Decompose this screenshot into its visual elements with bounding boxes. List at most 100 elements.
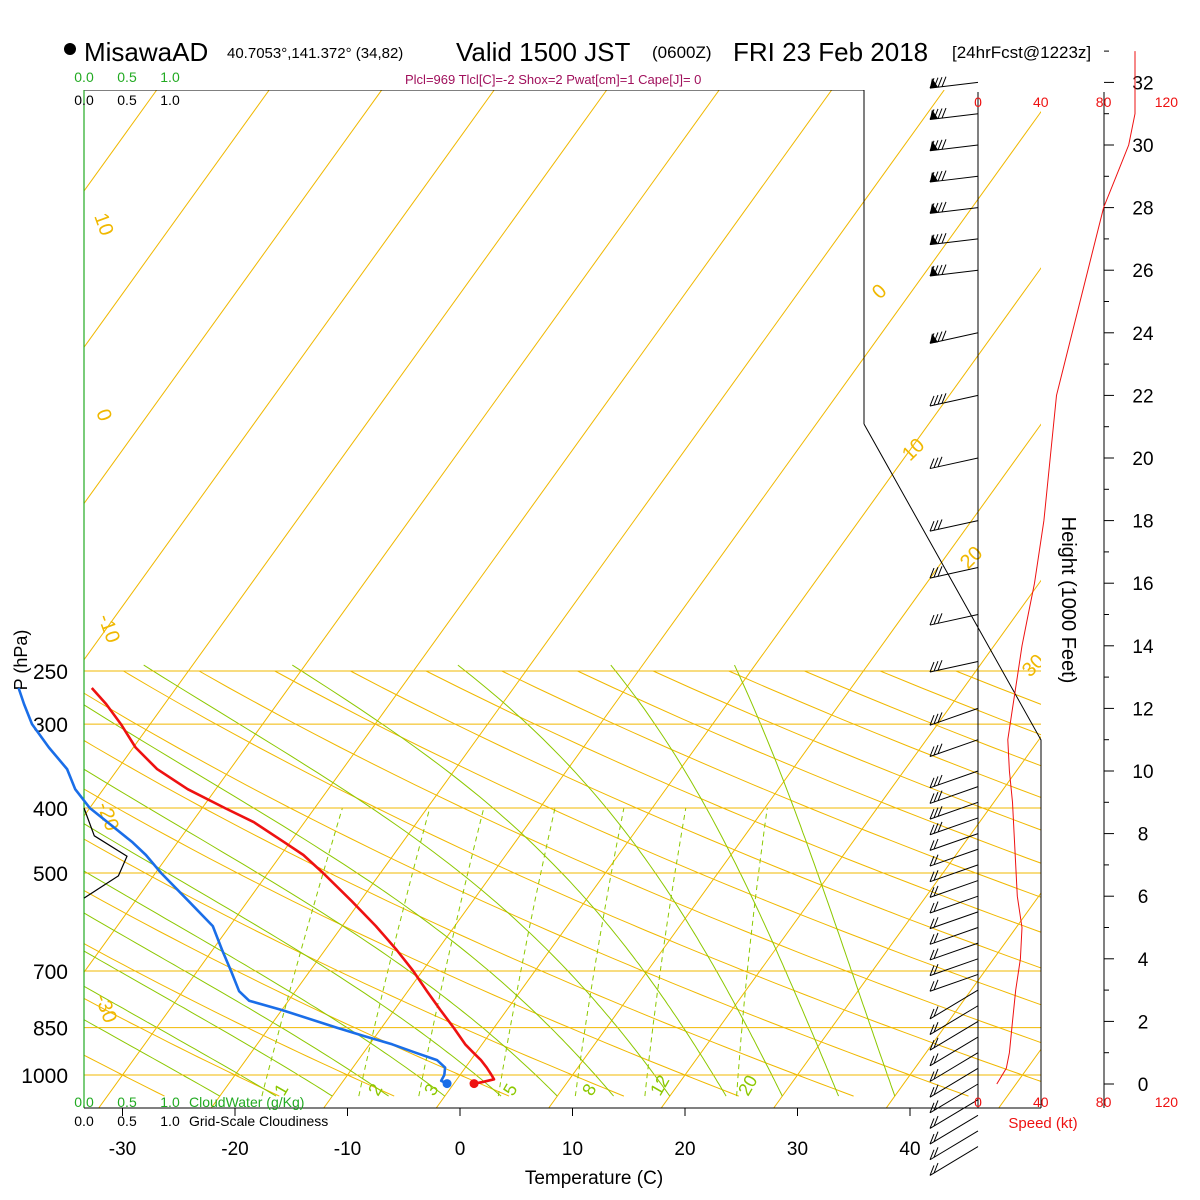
speed-tick-top: 40 xyxy=(1033,94,1049,110)
wind-barb-staff xyxy=(929,1020,979,1051)
dry-adiabat xyxy=(84,739,854,1097)
wind-barb-feather xyxy=(933,660,939,672)
isotherm xyxy=(98,90,833,1108)
wind-barb-staff xyxy=(929,1005,979,1035)
wind-barb-feather xyxy=(933,885,939,897)
temperature-tick-label: 40 xyxy=(899,1139,920,1160)
dry-adiabat xyxy=(84,692,969,1097)
mixing-ratio-line xyxy=(497,807,556,1097)
wind-barb-pennant xyxy=(930,140,938,151)
moist-adiabat xyxy=(84,768,558,1097)
forecast-label: [24hrFcst@1223z] xyxy=(952,43,1091,62)
speed-axis-label: Speed (kt) xyxy=(1008,1115,1077,1132)
mixing-ratio-line xyxy=(358,807,431,1097)
temperature-line xyxy=(90,687,496,1085)
wind-barb-feather xyxy=(933,1115,939,1127)
wind-barb-staff xyxy=(929,113,979,120)
isotherm xyxy=(84,90,720,974)
wind-barb-feather xyxy=(937,264,943,276)
height-tick-label: 2 xyxy=(1138,1012,1149,1033)
isotherm-label: 0 xyxy=(868,280,891,303)
moist-adiabat xyxy=(84,704,614,1097)
wind-barb-feather xyxy=(929,871,935,882)
speed-profile xyxy=(996,51,1136,1085)
wind-barb-staff xyxy=(929,175,979,183)
pressure-tick-label: 300 xyxy=(33,714,68,737)
mixing-ratio-line xyxy=(261,807,343,1097)
temperature-surface-dot xyxy=(469,1079,479,1089)
wind-barb-feather xyxy=(933,457,939,468)
wind-barb-feather xyxy=(937,77,943,88)
pressure-ticks: 250 300 400 500 700 850 1000 xyxy=(21,661,68,1088)
cloudiness-label: Grid-Scale Cloudiness xyxy=(189,1113,328,1129)
dry-adiabat xyxy=(84,889,510,1097)
isotherm-label: -20 xyxy=(92,799,123,834)
valid-time: Valid 1500 JST xyxy=(456,37,631,67)
wind-barb-feather xyxy=(937,774,943,786)
wind-barb-staff xyxy=(929,144,979,152)
wind-barb-staff xyxy=(929,1036,979,1067)
pressure-tick-label: 250 xyxy=(33,661,68,684)
cloudwater-tick-top: 0.0 xyxy=(74,69,94,85)
wind-barb-feather xyxy=(937,821,943,833)
wind-barb-staff xyxy=(929,958,979,977)
isotherm xyxy=(84,90,608,817)
wind-barb-feather xyxy=(941,233,947,244)
wind-barb-feather xyxy=(933,776,939,787)
moist-adiabat xyxy=(457,664,783,1097)
wind-barb-staff xyxy=(929,207,979,214)
height-tick-label: 8 xyxy=(1138,825,1149,846)
y-axis-label: P (hPa) xyxy=(11,630,31,691)
dry-adiabat xyxy=(84,838,625,1097)
dry-adiabat xyxy=(350,670,1041,969)
isotherm xyxy=(84,90,270,349)
cloudiness-tick-bottom: 0.5 xyxy=(117,1113,137,1129)
wind-barb-feather xyxy=(929,918,935,929)
moist-adiabat xyxy=(610,664,840,1097)
wind-barb-feather xyxy=(933,1006,939,1017)
wind-barb-feather xyxy=(929,1086,935,1098)
wind-barb-feather xyxy=(929,395,935,407)
wind-barb-staff xyxy=(929,1114,979,1145)
pressure-tick-label: 700 xyxy=(33,961,68,984)
wind-barb-feather xyxy=(937,394,943,405)
cloud-axes: 0.0 0.0 0.5 0.5 1.0 1.0 0.0 0.0 0.5 0.5 1.0 1.0 xyxy=(74,69,180,1129)
dry-adiabat xyxy=(84,1054,165,1097)
wind-panel xyxy=(863,76,1042,1176)
speed-tick-bottom: 0 xyxy=(974,1094,982,1110)
wind-barb-feather xyxy=(929,965,935,976)
pressure-tick-label: 850 xyxy=(33,1018,68,1041)
wind-barb-feather xyxy=(933,870,939,881)
wind-barb-feather xyxy=(937,712,943,723)
dry-adiabat xyxy=(84,788,739,1097)
wind-barb-feather xyxy=(929,746,935,757)
valid-date: FRI 23 Feb 2018 xyxy=(733,37,928,67)
wind-barb-feather xyxy=(933,1053,939,1064)
pressure-tick-label: 400 xyxy=(33,798,68,821)
wind-barb-feather xyxy=(941,170,947,181)
wind-barb-feather xyxy=(929,1149,935,1160)
wind-barb-feather xyxy=(929,1133,935,1145)
wind-barb-feather xyxy=(937,519,943,530)
wind-barb-feather xyxy=(933,901,939,912)
wind-barb-staff xyxy=(929,848,979,867)
wind-barb-staff xyxy=(929,1067,979,1098)
height-tick-label: 30 xyxy=(1132,136,1153,157)
height-tick-label: 10 xyxy=(1132,762,1153,783)
moist-adiabat xyxy=(84,1019,221,1097)
cloudiness-tick-top: 1.0 xyxy=(160,92,180,108)
wind-barb-feather xyxy=(937,331,943,342)
speed-tick-bottom: 40 xyxy=(1033,1094,1049,1110)
wind-barb-feather xyxy=(937,566,943,577)
wind-barb-feather xyxy=(933,394,939,406)
wind-barb-staff xyxy=(929,833,979,851)
mixing-ratio-label: 5 xyxy=(499,1080,521,1099)
wind-barb-feather xyxy=(929,1008,935,1020)
wind-barb-staff xyxy=(929,1052,979,1082)
cloudiness-tick-top: 0.0 xyxy=(74,92,94,108)
wind-barb-feather xyxy=(937,233,943,244)
isotherm xyxy=(660,579,1041,1108)
wind-barb-staff xyxy=(929,1099,979,1129)
wind-barb-feather xyxy=(929,1071,935,1082)
